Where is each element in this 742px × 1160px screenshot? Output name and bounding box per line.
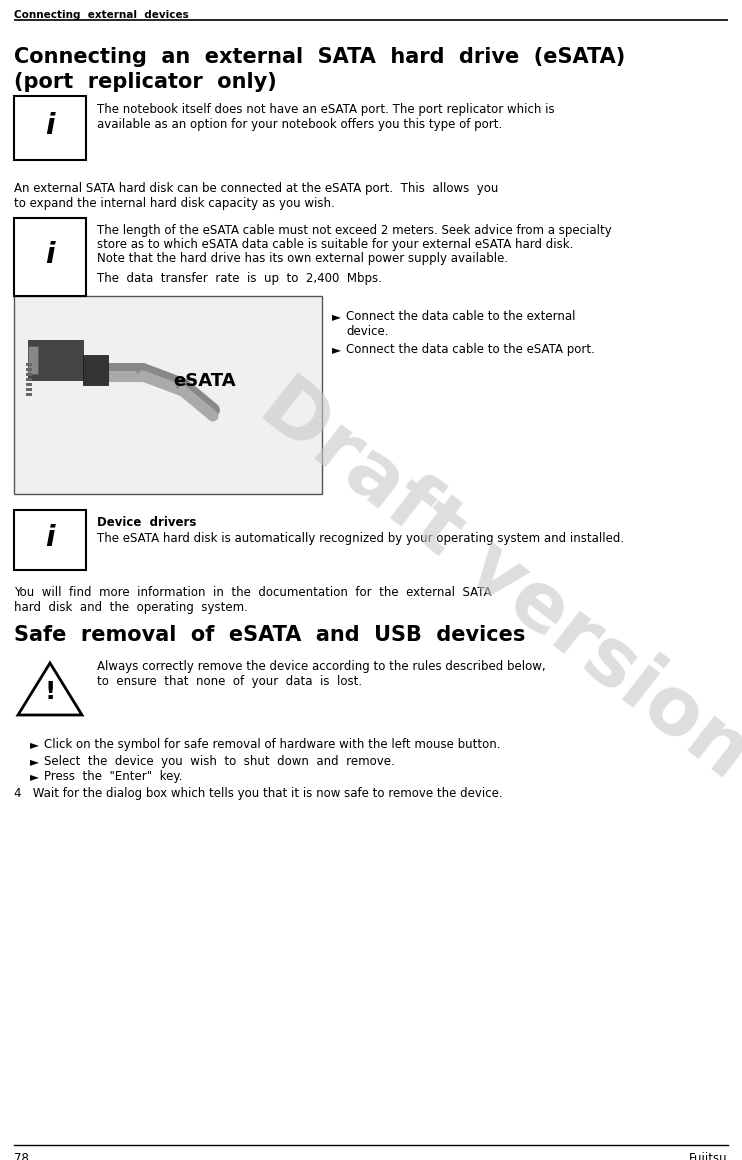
Bar — [26, 383, 32, 386]
Text: Press  the  "Enter"  key.: Press the "Enter" key. — [44, 770, 183, 783]
Text: (port  replicator  only): (port replicator only) — [14, 72, 277, 92]
Text: Note that the hard drive has its own external power supply available.: Note that the hard drive has its own ext… — [97, 252, 508, 264]
Text: ►: ► — [332, 343, 341, 356]
Text: Click on the symbol for safe removal of hardware with the left mouse button.: Click on the symbol for safe removal of … — [44, 738, 501, 751]
Text: Safe  removal  of  eSATA  and  USB  devices: Safe removal of eSATA and USB devices — [14, 625, 525, 645]
Text: The notebook itself does not have an eSATA port. The port replicator which is: The notebook itself does not have an eSA… — [97, 103, 554, 116]
Bar — [14, 218, 86, 296]
Text: to  ensure  that  none  of  your  data  is  lost.: to ensure that none of your data is lost… — [97, 675, 362, 688]
Bar — [28, 340, 83, 380]
Bar — [14, 96, 86, 160]
Bar — [26, 368, 32, 371]
Text: An external SATA hard disk can be connected at the eSATA port.  This  allows  yo: An external SATA hard disk can be connec… — [14, 182, 499, 195]
Bar — [26, 387, 32, 391]
Text: available as an option for your notebook offers you this type of port.: available as an option for your notebook… — [97, 118, 502, 131]
Text: 78: 78 — [14, 1152, 29, 1160]
Bar — [26, 363, 32, 367]
Text: You  will  find  more  information  in  the  documentation  for  the  external  : You will find more information in the do… — [14, 586, 492, 599]
Bar — [14, 296, 322, 494]
Text: hard  disk  and  the  operating  system.: hard disk and the operating system. — [14, 601, 248, 614]
Bar — [26, 393, 32, 396]
Text: Fujitsu: Fujitsu — [689, 1152, 728, 1160]
Text: Connecting  external  devices: Connecting external devices — [14, 10, 188, 20]
Text: i: i — [45, 241, 55, 269]
Text: store as to which eSATA data cable is suitable for your external eSATA hard disk: store as to which eSATA data cable is su… — [97, 238, 574, 251]
Text: ►: ► — [30, 755, 39, 768]
Bar — [14, 510, 86, 570]
Text: i: i — [45, 113, 55, 140]
Text: ►: ► — [30, 770, 39, 783]
Text: Connecting  an  external  SATA  hard  drive  (eSATA): Connecting an external SATA hard drive (… — [14, 48, 626, 67]
Text: i: i — [45, 524, 55, 552]
Text: !: ! — [45, 680, 56, 704]
Text: The eSATA hard disk is automatically recognized by your operating system and ins: The eSATA hard disk is automatically rec… — [97, 532, 624, 545]
Text: Connect the data cable to the external: Connect the data cable to the external — [346, 310, 576, 322]
Bar — [26, 374, 32, 376]
Text: Device  drivers: Device drivers — [97, 516, 197, 529]
Text: ►: ► — [332, 310, 341, 322]
Polygon shape — [18, 664, 82, 715]
Text: Always correctly remove the device according to the rules described below,: Always correctly remove the device accor… — [97, 660, 545, 673]
Text: 4   Wait for the dialog box which tells you that it is now safe to remove the de: 4 Wait for the dialog box which tells yo… — [14, 786, 502, 800]
Bar — [83, 355, 108, 385]
Bar — [28, 346, 38, 374]
Bar — [26, 378, 32, 380]
Text: eSATA: eSATA — [174, 372, 236, 390]
Text: ►: ► — [30, 738, 39, 751]
Text: device.: device. — [346, 325, 389, 338]
Text: Select  the  device  you  wish  to  shut  down  and  remove.: Select the device you wish to shut down … — [44, 755, 395, 768]
Text: The length of the eSATA cable must not exceed 2 meters. Seek advice from a speci: The length of the eSATA cable must not e… — [97, 224, 611, 237]
Text: The  data  transfer  rate  is  up  to  2,400  Mbps.: The data transfer rate is up to 2,400 Mb… — [97, 271, 382, 285]
Text: to expand the internal hard disk capacity as you wish.: to expand the internal hard disk capacit… — [14, 197, 335, 210]
Text: Connect the data cable to the eSATA port.: Connect the data cable to the eSATA port… — [346, 343, 595, 356]
Text: Draft version: Draft version — [245, 365, 742, 795]
